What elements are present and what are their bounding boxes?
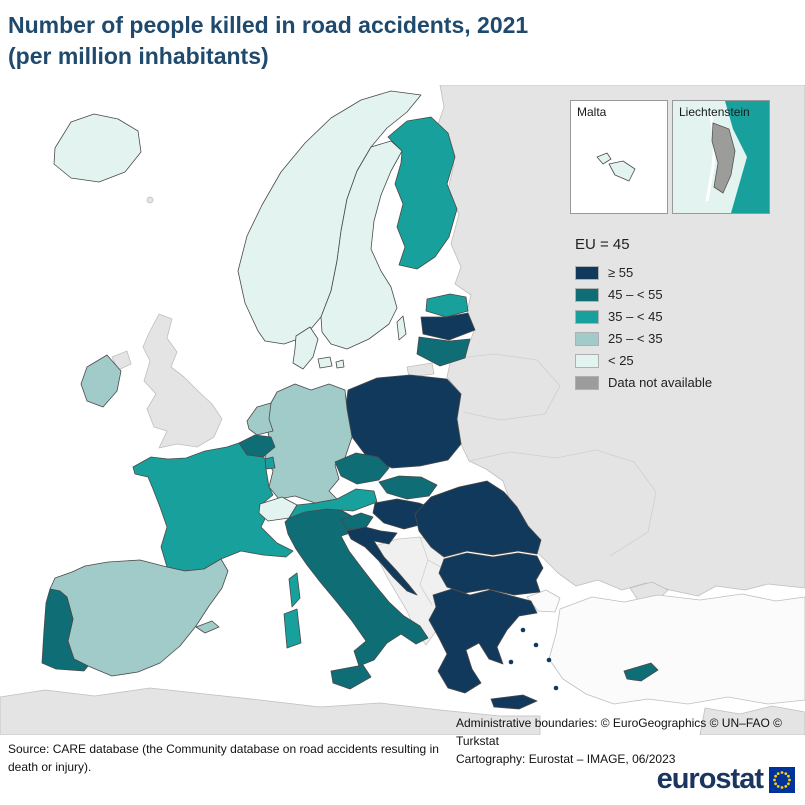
country-netherlands [246, 402, 274, 436]
country-ireland [80, 354, 122, 408]
map-legend: EU = 45 ≥ 55 45 – < 55 35 – < 45 25 – < … [575, 236, 712, 397]
inset-malta-map [596, 152, 636, 182]
country-cyprus [623, 662, 659, 682]
country-denmark [292, 326, 345, 370]
country-poland [344, 374, 462, 469]
legend-swatch-ge55 [575, 265, 599, 280]
country-greece [428, 588, 538, 694]
source-line2: death or injury). [8, 760, 92, 774]
country-czechia [334, 452, 390, 485]
landmass-middle-east [699, 705, 805, 735]
legend-row: 35 – < 45 [575, 309, 712, 324]
island-sicily [330, 664, 372, 690]
legend-row: Data not available [575, 375, 712, 390]
country-latvia [420, 312, 476, 341]
europe-choropleth-map [0, 85, 805, 735]
country-finland [387, 116, 458, 270]
legend-label: Data not available [608, 375, 713, 390]
legend-swatch-lt25 [575, 353, 599, 368]
credits-line2: Cartography: Eurostat – IMAGE, 06/2023 [456, 752, 676, 766]
country-turkey [548, 593, 805, 705]
legend-eu-average: EU = 45 [575, 236, 630, 253]
legend-label: 45 – < 55 [608, 287, 663, 302]
legend-label: 35 – < 45 [608, 309, 663, 324]
islands-aegean [508, 627, 559, 691]
country-lithuania [416, 336, 471, 367]
island-crete [490, 694, 538, 710]
country-malta [608, 160, 636, 182]
legend-label: ≥ 55 [608, 265, 634, 280]
inset-malta-label: Malta [577, 105, 607, 119]
source-note: Source: CARE database (the Community dat… [8, 740, 439, 776]
inset-liechtenstein-map [673, 101, 769, 213]
legend-row: 45 – < 55 [575, 287, 712, 302]
legend-swatch-na [575, 375, 599, 390]
country-turkey-thrace [526, 589, 561, 613]
internal-borders-belarus [450, 353, 561, 421]
faroe-islands [146, 196, 154, 204]
title-line2: (per million inhabitants) [8, 43, 269, 69]
country-croatia [346, 526, 418, 596]
legend-row: 25 – < 35 [575, 331, 712, 346]
eurostat-logo: eurostat [657, 763, 795, 796]
country-luxembourg [264, 456, 276, 470]
country-liechtenstein [711, 122, 736, 194]
country-united-kingdom [142, 313, 223, 449]
country-sweden [320, 140, 403, 350]
country-iceland [53, 113, 142, 183]
country-kaliningrad [406, 362, 435, 378]
eu-flag-icon [769, 766, 795, 793]
island-sardinia [283, 608, 302, 649]
country-romania [414, 480, 542, 558]
internal-borders-ukraine [468, 449, 657, 557]
islands-balearics [195, 620, 220, 634]
country-bulgaria [438, 552, 544, 596]
landmass-north-africa [0, 687, 541, 735]
eurostat-logo-text: eurostat [656, 763, 764, 795]
legend-row: < 25 [575, 353, 712, 368]
inset-liechtenstein-label: Liechtenstein [679, 105, 750, 119]
country-portugal [41, 588, 89, 672]
source-line1: Source: CARE database (the Community dat… [8, 742, 439, 756]
page-title: Number of people killed in road accident… [8, 10, 528, 72]
legend-row: ≥ 55 [575, 265, 712, 280]
title-line1: Number of people killed in road accident… [8, 12, 529, 38]
country-austria [288, 488, 378, 519]
country-norway [237, 90, 422, 345]
legend-swatch-35-45 [575, 309, 599, 324]
country-slovakia [378, 475, 438, 500]
inset-malta: Malta [570, 100, 668, 214]
credits-line1: Administrative boundaries: © EuroGeograp… [456, 716, 782, 748]
country-estonia [425, 293, 469, 318]
legend-label: 25 – < 35 [608, 331, 663, 346]
country-france [132, 442, 294, 572]
island-gotland [396, 315, 407, 341]
island-corsica [288, 572, 301, 608]
legend-swatch-25-35 [575, 331, 599, 346]
inset-liechtenstein: Liechtenstein [672, 100, 770, 214]
island-gozo [596, 152, 612, 165]
map-credits: Administrative boundaries: © EuroGeograp… [456, 714, 805, 768]
legend-label: < 25 [608, 353, 634, 368]
legend-swatch-45-55 [575, 287, 599, 302]
country-slovenia [340, 512, 374, 530]
inset-austria-area [725, 101, 769, 213]
